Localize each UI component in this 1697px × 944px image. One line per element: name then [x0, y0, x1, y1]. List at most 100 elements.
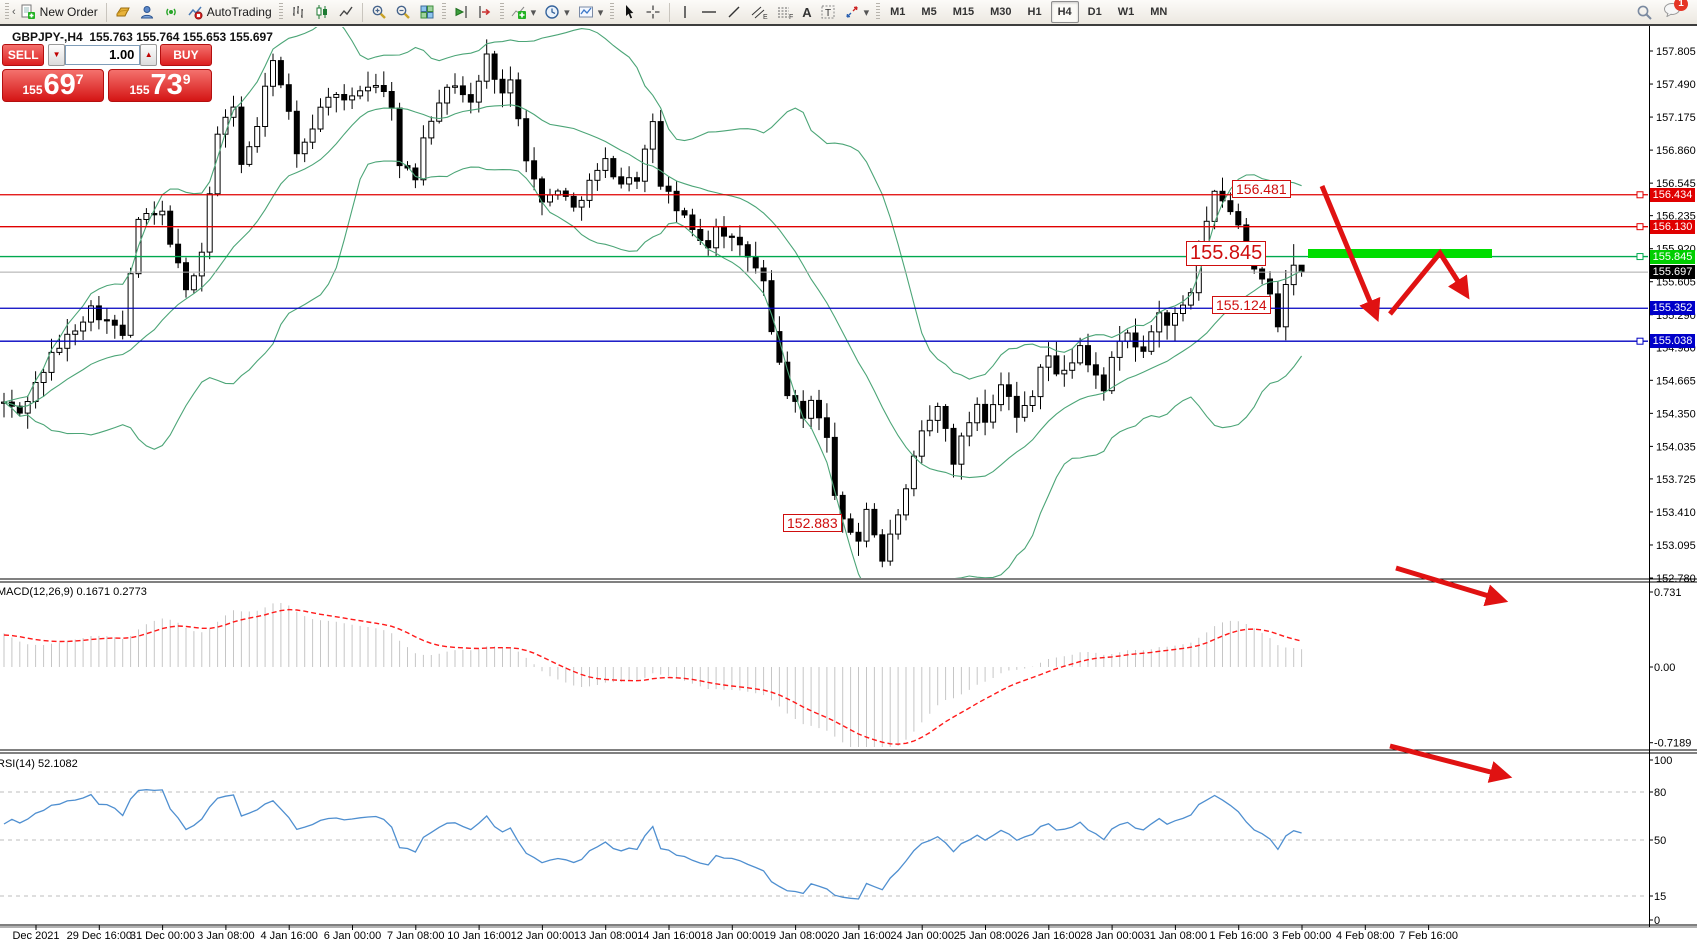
timeframe-H4[interactable]: H4: [1050, 1, 1079, 23]
svg-text:156.860: 156.860: [1656, 145, 1696, 157]
svg-text:0.00: 0.00: [1654, 662, 1675, 674]
buy-button[interactable]: BUY: [159, 44, 212, 66]
horizontal-line-icon: [702, 11, 717, 13]
separator: [669, 2, 671, 22]
toolbar-grip: [876, 3, 881, 21]
fibonacci-icon: F: [778, 7, 794, 20]
svg-text:12 Jan 00:00: 12 Jan 00:00: [511, 930, 575, 942]
timeframe-H1[interactable]: H1: [1027, 6, 1042, 18]
zoom-out-button[interactable]: [391, 2, 415, 22]
price-badge: 156.434: [1650, 187, 1695, 202]
green-highlight-bar[interactable]: [1308, 249, 1492, 258]
new-order-icon: [21, 4, 35, 19]
community-button[interactable]: [135, 2, 159, 22]
svg-text:154.350: 154.350: [1656, 408, 1696, 420]
line-chart-button[interactable]: [334, 2, 358, 22]
timeframe-D1[interactable]: D1: [1087, 6, 1102, 18]
timeframe-M15[interactable]: M15: [952, 6, 975, 18]
svg-text:80: 80: [1654, 787, 1666, 799]
buy-price-main: 73: [150, 69, 183, 101]
sell-button[interactable]: SELL: [2, 44, 45, 66]
signal-icon: [165, 8, 176, 16]
text-label-tool[interactable]: T: [816, 2, 840, 22]
svg-text:25 Jan 08:00: 25 Jan 08:00: [954, 930, 1018, 942]
new-order-button[interactable]: New Order: [16, 2, 102, 22]
trendline-tool[interactable]: [722, 2, 746, 22]
price-badge: 156.130: [1650, 219, 1695, 234]
signals-button[interactable]: [159, 2, 183, 22]
svg-text:100: 100: [1654, 755, 1672, 767]
svg-text:10 Jan 16:00: 10 Jan 16:00: [447, 930, 511, 942]
timeframe-MN[interactable]: MN: [1150, 6, 1168, 18]
svg-text:4 Feb 08:00: 4 Feb 08:00: [1336, 930, 1395, 942]
svg-text:1 Feb 16:00: 1 Feb 16:00: [1209, 930, 1268, 942]
notifications-button[interactable]: 1: [1663, 0, 1688, 22]
crosshair-tool-button[interactable]: [641, 2, 665, 22]
candlestick-chart-button[interactable]: [310, 2, 334, 22]
price-annotation[interactable]: 152.883: [783, 514, 842, 532]
zoom-in-button[interactable]: [367, 2, 391, 22]
candles: [1, 27, 1305, 578]
bar-chart-button[interactable]: [286, 2, 310, 22]
volume-input[interactable]: 1.00: [64, 45, 141, 65]
price-badge: 155.845: [1650, 249, 1695, 264]
timeframe-W1[interactable]: W1: [1117, 6, 1135, 18]
svg-text:154.035: 154.035: [1656, 441, 1696, 453]
support-resistance-lines[interactable]: [0, 191, 1648, 345]
separator: [105, 2, 107, 22]
templates-button[interactable]: ▾: [574, 2, 608, 22]
sell-price-prefix: 155: [22, 83, 43, 97]
macd-label: MACD(12,26,9) 0.1671 0.2773: [0, 586, 147, 598]
svg-text:156.545: 156.545: [1656, 178, 1696, 190]
volume-decrease-button[interactable]: ▼: [48, 44, 65, 66]
svg-text:31 Dec 00:00: 31 Dec 00:00: [130, 930, 195, 942]
buy-price-button[interactable]: 155 73 9: [108, 69, 212, 102]
channel-tool[interactable]: E: [746, 2, 772, 22]
svg-text:153.095: 153.095: [1656, 540, 1696, 552]
fibonacci-tool[interactable]: F: [772, 2, 798, 22]
clock-icon: [545, 5, 559, 19]
toolbar-divider: [0, 24, 1697, 26]
svg-text:3 Feb 00:00: 3 Feb 00:00: [1273, 930, 1332, 942]
autotrading-button[interactable]: AutoTrading: [183, 2, 276, 22]
vertical-line-tool[interactable]: [674, 2, 696, 22]
price-annotation[interactable]: 155.845: [1186, 241, 1267, 266]
text-tool[interactable]: A: [802, 4, 812, 20]
volume-increase-button[interactable]: ▲: [140, 44, 157, 66]
svg-text:18 Jan 00:00: 18 Jan 00:00: [700, 930, 764, 942]
price-badge: 155.038: [1650, 334, 1695, 349]
rsi-label: RSI(14) 52.1082: [0, 758, 78, 770]
indicators-button[interactable]: ▾: [507, 2, 541, 22]
price-annotation[interactable]: 156.481: [1232, 180, 1291, 198]
cursor-tool-button[interactable]: [617, 2, 641, 22]
timeframe-M1[interactable]: M1: [890, 6, 906, 18]
svg-text:7 Jan 08:00: 7 Jan 08:00: [387, 930, 445, 942]
svg-text:20 Jan 16:00: 20 Jan 16:00: [827, 930, 891, 942]
line-chart-icon: [339, 6, 353, 17]
svg-text:153.725: 153.725: [1656, 474, 1696, 486]
chevron-left-icon[interactable]: ‹: [12, 6, 16, 18]
timeframe-M30[interactable]: M30: [990, 6, 1012, 18]
tile-windows-button[interactable]: [415, 2, 439, 22]
horizontal-line-tool[interactable]: [696, 2, 722, 22]
arrows-tool[interactable]: ▾: [840, 2, 874, 22]
candlestick-icon: [316, 5, 327, 19]
svg-text:157.175: 157.175: [1656, 112, 1696, 124]
auto-scroll-button[interactable]: [449, 2, 473, 22]
chart-shift-button[interactable]: [473, 2, 497, 22]
trendline-icon: [728, 6, 740, 18]
price-annotation[interactable]: 155.124: [1212, 296, 1271, 314]
indicators-icon: [511, 6, 526, 19]
periods-button[interactable]: ▾: [540, 2, 574, 22]
timeframe-M5[interactable]: M5: [921, 6, 937, 18]
trend-arrows[interactable]: [1319, 185, 1513, 783]
wallet-button[interactable]: [111, 2, 135, 22]
sell-price-button[interactable]: 155 69 7: [2, 69, 105, 102]
svg-text:0.731: 0.731: [1654, 587, 1682, 599]
user-icon: [140, 6, 153, 19]
toolbar-grip: [5, 3, 9, 21]
svg-text:F: F: [789, 14, 793, 20]
search-icon[interactable]: [1636, 4, 1653, 21]
